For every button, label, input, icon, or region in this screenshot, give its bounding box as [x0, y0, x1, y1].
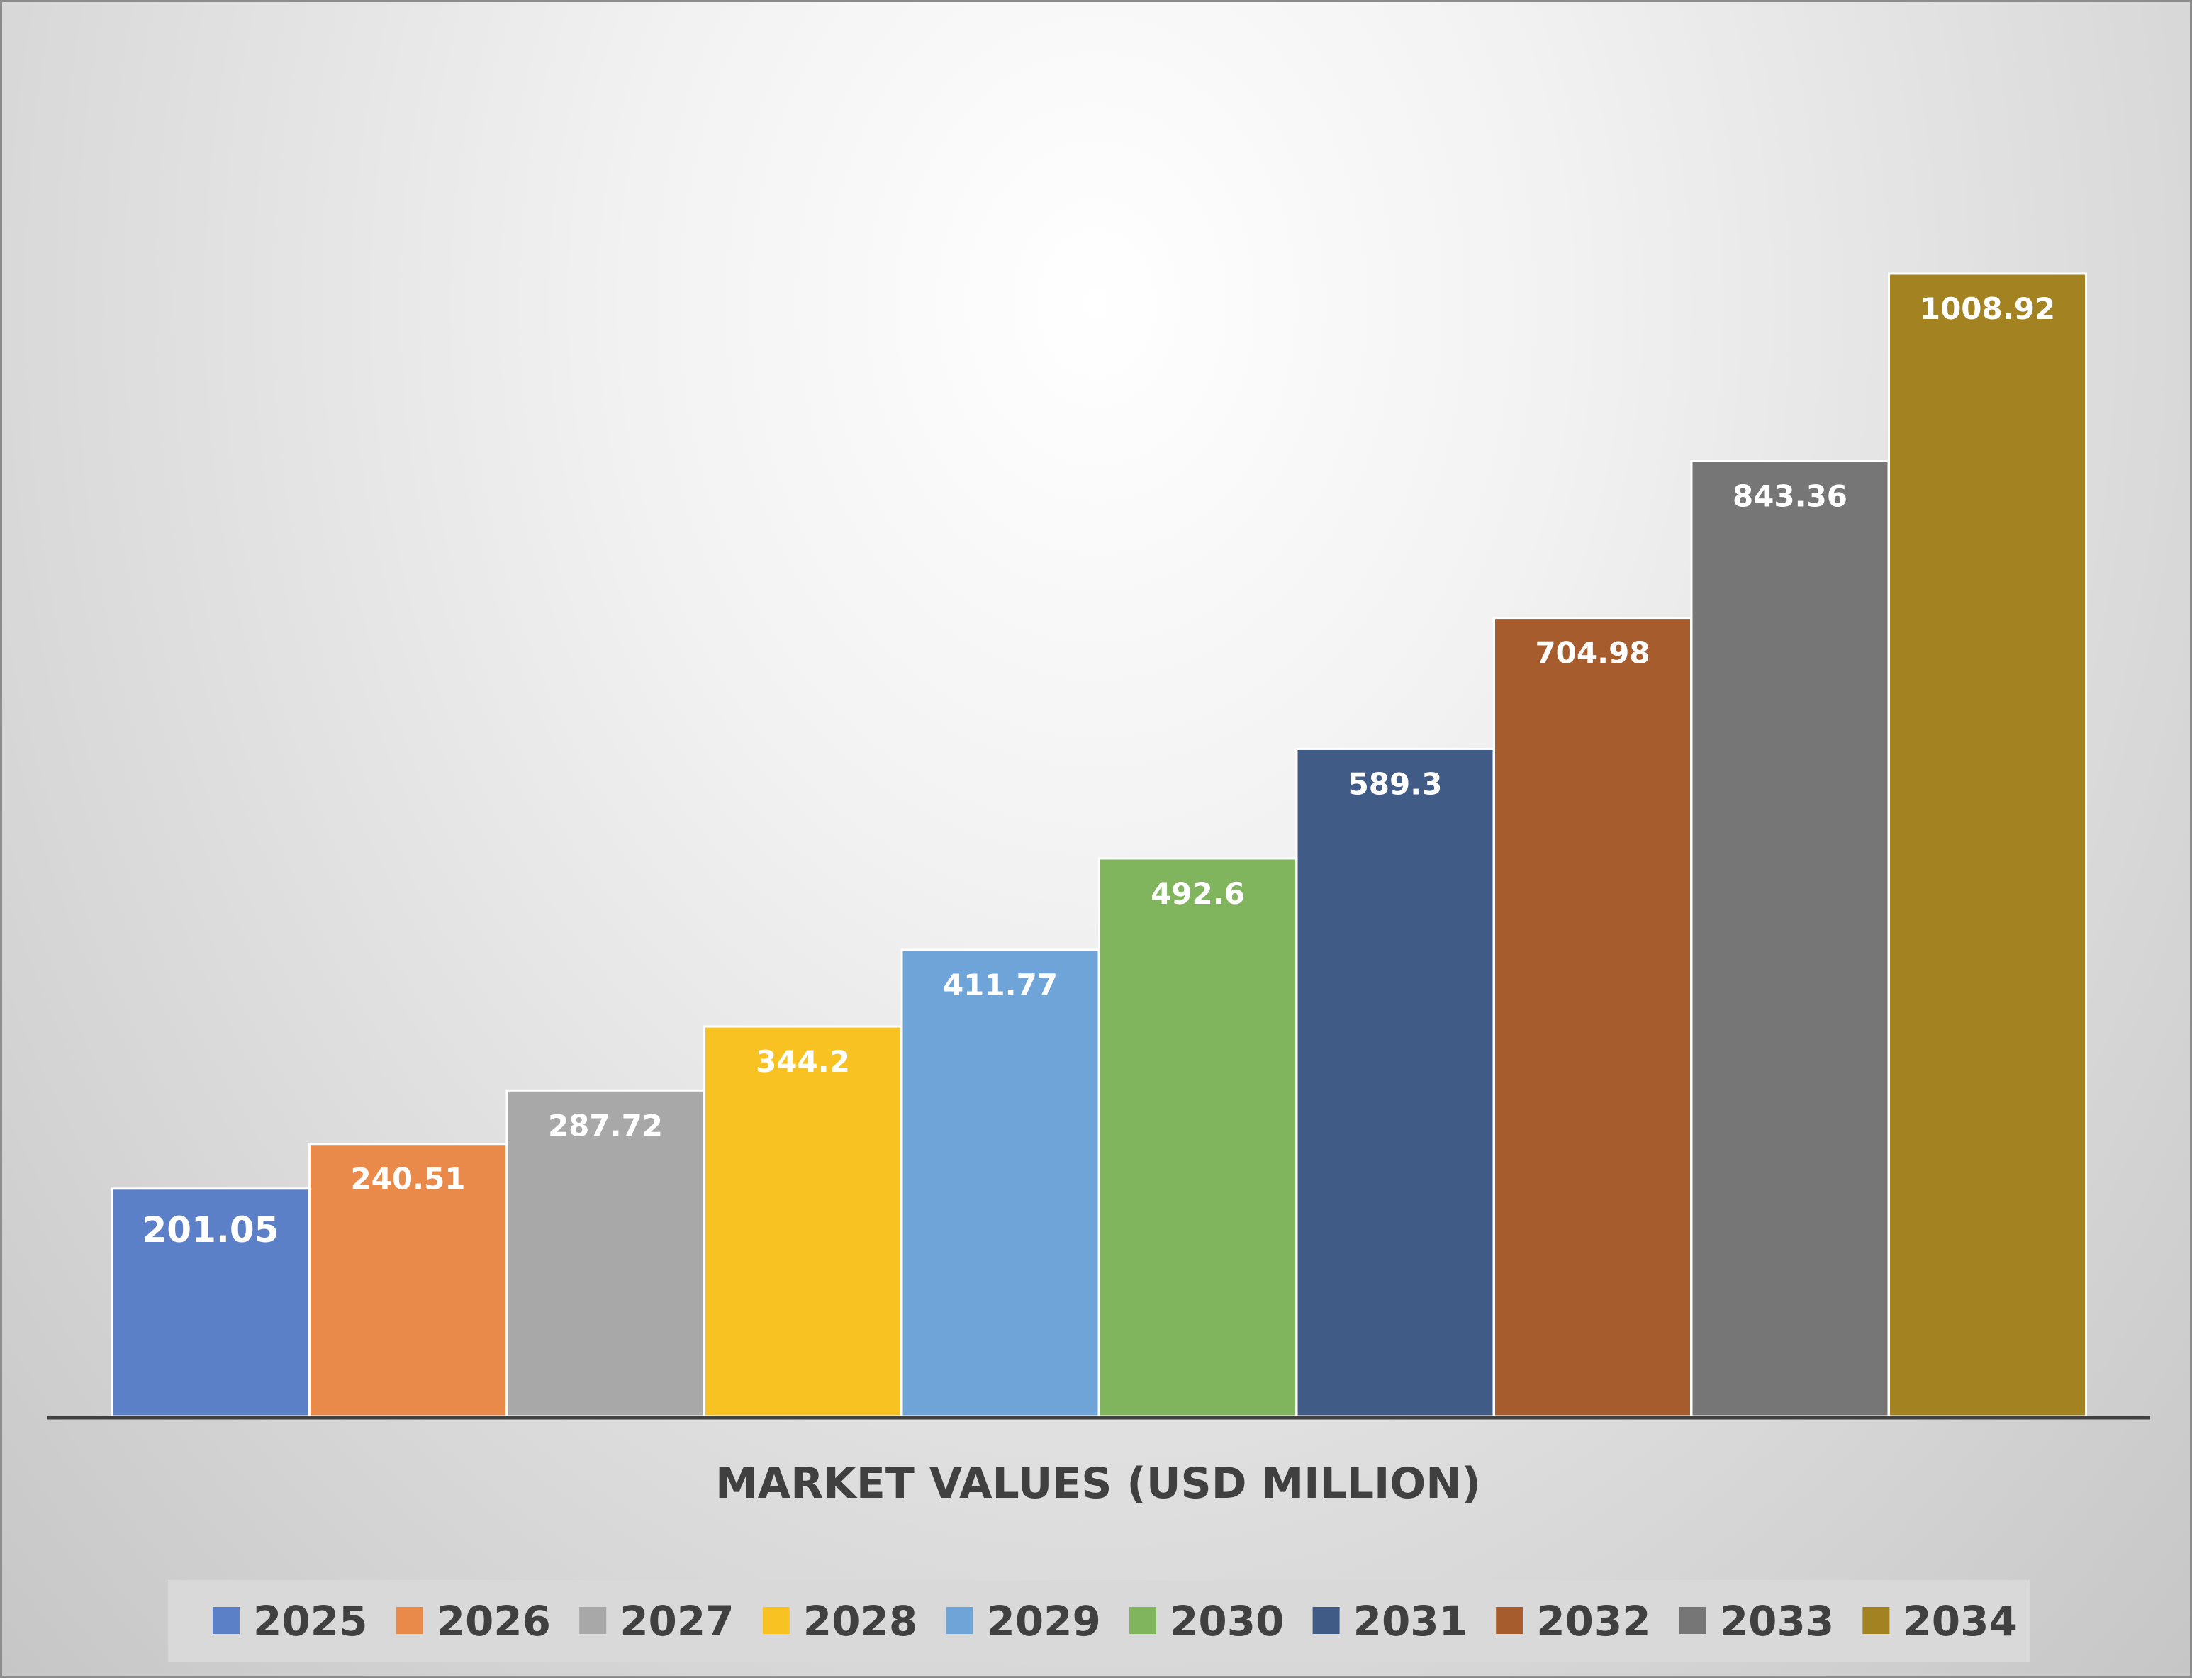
data-label-2030: 492.6 — [1151, 876, 1245, 911]
legend-label-2034: 2034 — [1903, 1597, 2017, 1645]
data-label-2029: 411.77 — [943, 968, 1058, 1002]
bar-2028 — [703, 1025, 902, 1418]
legend-label-2029: 2029 — [986, 1597, 1100, 1645]
legend: 2025 2026 2027 2028 2029 2030 2031 2032 2033 2034 — [213, 1597, 2018, 1645]
bar-2032 — [1493, 617, 1692, 1418]
data-label-2028: 344.2 — [756, 1044, 850, 1079]
bar-2026 — [308, 1143, 508, 1418]
legend-label-2031: 2031 — [1353, 1597, 1467, 1645]
data-label-2025: 201.05 — [142, 1209, 279, 1250]
legend-label-2032: 2032 — [1536, 1597, 1650, 1645]
data-label-2027: 287.72 — [548, 1108, 663, 1143]
legend-box — [168, 1580, 2030, 1662]
data-label-2034: 1008.92 — [1920, 291, 2055, 326]
legend-swatch-2029 — [946, 1607, 973, 1634]
bar-2030 — [1098, 857, 1297, 1418]
legend-label-2030: 2030 — [1170, 1597, 1284, 1645]
legend-swatch-2030 — [1129, 1607, 1156, 1634]
bars — [111, 272, 2087, 1418]
data-labels: 201.05 240.51 287.72 344.2 411.77 492.6 589.3 7… — [142, 291, 2056, 1250]
legend-label-2025: 2025 — [253, 1597, 367, 1645]
legend-swatch-2031 — [1312, 1607, 1340, 1634]
legend-swatch-2025 — [213, 1607, 240, 1634]
legend-label-2028: 2028 — [803, 1597, 917, 1645]
x-axis-title: MARKET VALUES (USD MILLION) — [715, 1459, 1481, 1508]
legend-swatch-2033 — [1679, 1607, 1706, 1634]
bar-2027 — [505, 1089, 705, 1418]
legend-swatch-2026 — [396, 1607, 423, 1634]
data-label-2026: 240.51 — [350, 1162, 465, 1197]
legend-swatch-2028 — [762, 1607, 790, 1634]
bar-2025 — [111, 1187, 311, 1418]
legend-swatch-2032 — [1496, 1607, 1523, 1634]
legend-swatch-2027 — [579, 1607, 607, 1634]
legend-label-2027: 2027 — [620, 1597, 734, 1645]
data-label-2031: 589.3 — [1348, 766, 1443, 801]
bar-2031 — [1295, 747, 1495, 1418]
bar-2033 — [1690, 460, 1890, 1418]
legend-label-2033: 2033 — [1720, 1597, 1834, 1645]
bar-2029 — [900, 948, 1100, 1418]
legend-swatch-2034 — [1862, 1607, 1890, 1634]
data-label-2033: 843.36 — [1733, 479, 1847, 514]
legend-label-2026: 2026 — [437, 1597, 551, 1645]
data-label-2032: 704.98 — [1535, 636, 1650, 671]
bar-2034 — [1888, 272, 2087, 1418]
